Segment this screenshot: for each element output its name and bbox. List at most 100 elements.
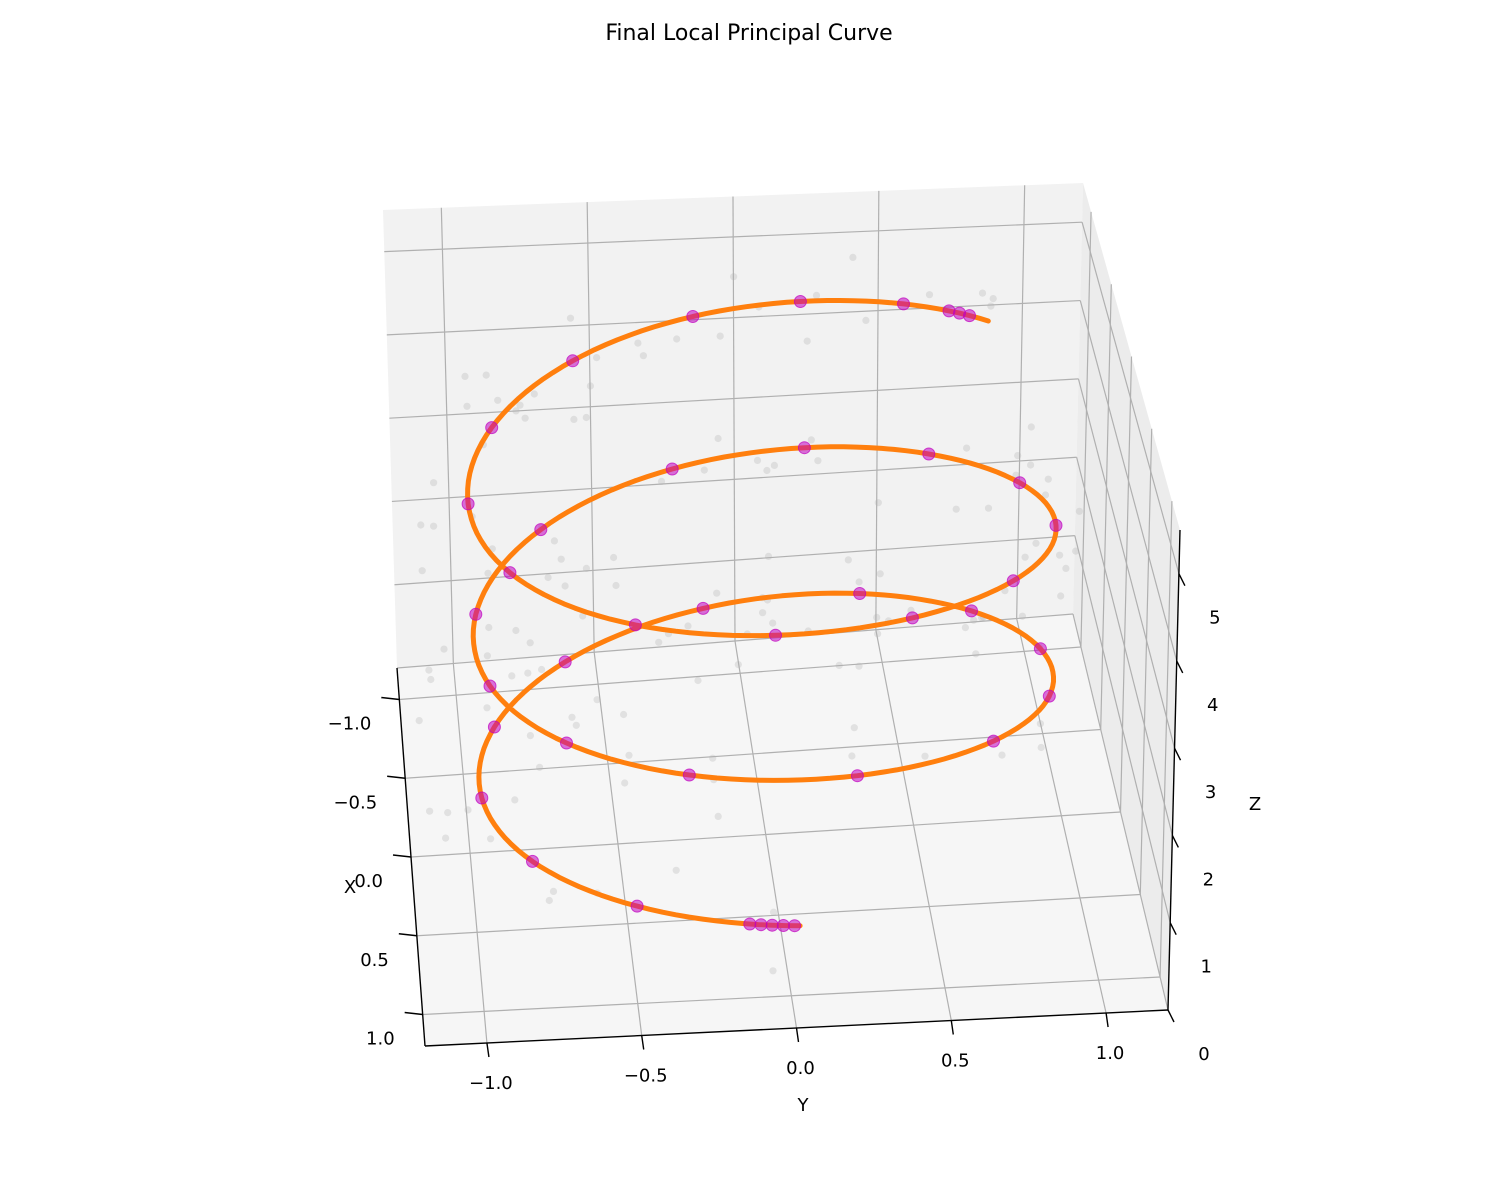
z-axis-label: Z (1249, 794, 1261, 815)
noise-point (770, 461, 779, 469)
y-tick (486, 1042, 490, 1058)
x-tick (392, 854, 412, 858)
noise-points (415, 253, 1083, 975)
y-tick (795, 1027, 800, 1043)
noise-point (989, 295, 997, 303)
noise-point (655, 638, 663, 646)
back-grid-line (396, 613, 1074, 669)
z-tick-label: 2 (1203, 869, 1214, 890)
noise-point (593, 354, 601, 362)
back-grid-line (586, 202, 595, 653)
z-tick-label: 3 (1205, 782, 1216, 803)
noise-point (769, 967, 777, 975)
noise-point (442, 834, 450, 842)
noise-point (874, 630, 882, 638)
y-tick-label: −1.0 (469, 1073, 513, 1094)
curve-point (483, 679, 497, 693)
noise-point (1044, 475, 1052, 483)
curve-point (793, 295, 807, 308)
noise-point (516, 401, 524, 409)
noise-point (524, 669, 532, 677)
curve-point (743, 917, 757, 931)
noise-point (536, 763, 544, 771)
noise-point (440, 645, 448, 653)
curve-point (765, 918, 779, 932)
noise-point (463, 402, 471, 410)
curve-point (797, 441, 811, 455)
curve-point (560, 736, 573, 750)
noise-point (1041, 491, 1050, 499)
noise-point (734, 661, 742, 669)
noise-point (770, 908, 778, 916)
noise-point (593, 696, 601, 704)
noise-point (952, 505, 960, 513)
noise-point (483, 652, 491, 660)
curve-point (558, 655, 572, 669)
curve-point (963, 309, 976, 323)
curve-point (503, 566, 517, 580)
side-grid-line (1080, 211, 1092, 648)
noise-point (639, 352, 648, 360)
noise-point (511, 796, 519, 804)
noise-point (807, 436, 815, 444)
noise-point (550, 537, 559, 545)
y-axis-label: Y (797, 1095, 810, 1116)
side-grid-line (1076, 457, 1173, 836)
y-tick (641, 1035, 645, 1050)
noise-point (549, 887, 558, 896)
noise-point (620, 710, 628, 719)
back-grid-line (384, 221, 1083, 253)
noise-point (483, 704, 491, 712)
side-grid-line (1081, 222, 1180, 574)
y-tick-label: 0.0 (786, 1058, 815, 1079)
noise-point (814, 457, 822, 465)
side-grid-line (1100, 284, 1112, 730)
noise-point (730, 273, 738, 281)
curve-point (897, 297, 910, 311)
side-grid-line (1139, 428, 1153, 895)
curve-point (566, 354, 580, 368)
noise-point (427, 675, 435, 684)
noise-point (844, 556, 852, 564)
chart-title: Final Local Principal Curve (605, 21, 892, 46)
noise-point (415, 717, 423, 725)
noise-point (625, 751, 633, 759)
curve-point (922, 447, 936, 461)
back-grid-line (1016, 185, 1026, 619)
curve-point (475, 791, 489, 805)
noise-point (512, 626, 520, 635)
noise-point (970, 616, 978, 624)
noise-point (684, 622, 692, 630)
y-tick-label: 0.5 (941, 1051, 970, 1072)
x-tick (398, 933, 417, 937)
noise-point (961, 624, 970, 632)
curve-point (628, 618, 642, 632)
curve-point (1049, 518, 1063, 532)
curve-point (485, 421, 499, 435)
x-tick-label: 0.5 (360, 950, 389, 971)
noise-point (963, 444, 971, 452)
noise-point (526, 639, 534, 647)
noise-point (1032, 539, 1040, 547)
noise-point (430, 479, 438, 487)
side-grid-line (1159, 501, 1173, 978)
curve-point (487, 720, 501, 734)
noise-point (921, 752, 929, 760)
side-grid-line (1077, 378, 1176, 749)
noise-point (769, 619, 777, 627)
curve-point (1013, 476, 1027, 490)
y-tick (950, 1020, 954, 1035)
noise-point (1014, 452, 1022, 460)
noise-point (545, 896, 553, 905)
noise-point (561, 582, 569, 590)
axes-grid (384, 185, 1180, 1044)
noise-point (430, 522, 438, 530)
curve-point (942, 304, 956, 318)
noise-point (848, 752, 856, 760)
noise-point (713, 589, 721, 597)
noise-point (621, 779, 629, 787)
curve-point (696, 601, 710, 615)
noise-point (873, 613, 881, 622)
